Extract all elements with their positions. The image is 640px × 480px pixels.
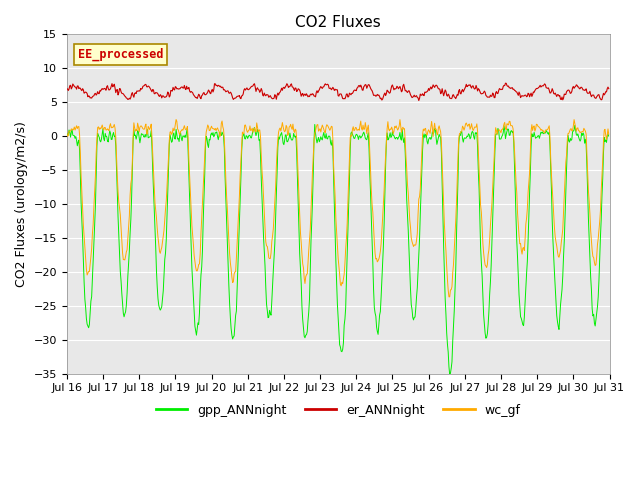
Text: EE_processed: EE_processed xyxy=(77,48,163,61)
Y-axis label: CO2 Fluxes (urology/m2/s): CO2 Fluxes (urology/m2/s) xyxy=(15,121,28,287)
Legend: gpp_ANNnight, er_ANNnight, wc_gf: gpp_ANNnight, er_ANNnight, wc_gf xyxy=(150,399,525,422)
Title: CO2 Fluxes: CO2 Fluxes xyxy=(295,15,381,30)
